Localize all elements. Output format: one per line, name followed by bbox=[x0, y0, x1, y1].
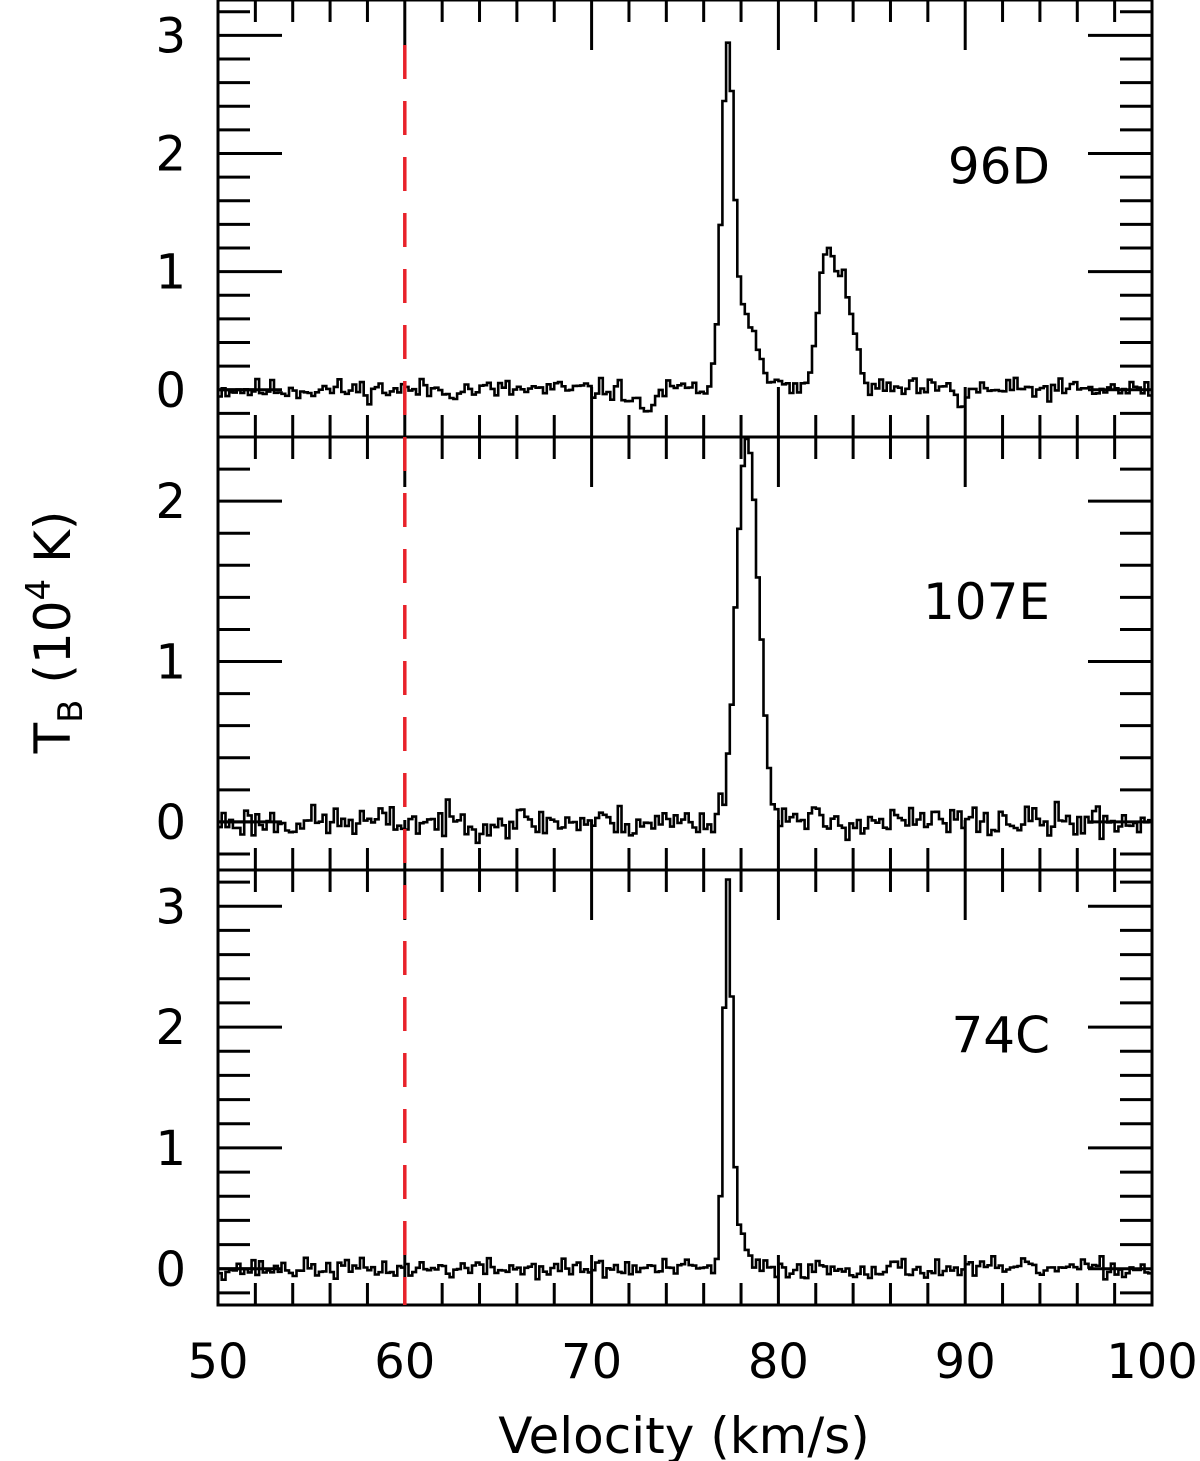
y-tick-label: 0 bbox=[155, 795, 186, 851]
x-tick-labels: 50 60 70 80 90 100 bbox=[187, 1334, 1197, 1390]
y-axis-label: TB (104 K) bbox=[19, 511, 91, 755]
y-axis-label-close: K) bbox=[24, 511, 82, 563]
y-tick-label: 0 bbox=[155, 363, 186, 419]
y-axis-label-main: T bbox=[24, 722, 82, 754]
panels-layer: 0 1 2 3 96D 0 1 2 107E 0 1 2 3 74C bbox=[155, 0, 1154, 1307]
x-tick-label: 90 bbox=[935, 1334, 996, 1390]
spectrum-line bbox=[218, 878, 1152, 1281]
y-axis-label-space bbox=[24, 684, 82, 700]
y-tick-label: 0 bbox=[155, 1242, 186, 1298]
panel-frame bbox=[216, 0, 1154, 439]
y-axis-label-open: (10 bbox=[24, 600, 82, 683]
y-axis-label-sub: B bbox=[51, 700, 91, 723]
panel-label: 74C bbox=[951, 1007, 1050, 1065]
y-axis-label-space2 bbox=[24, 563, 82, 579]
panel-label: 96D bbox=[948, 138, 1050, 196]
spectrum-line bbox=[218, 41, 1152, 413]
panel-107E: 0 1 2 107E bbox=[155, 435, 1154, 872]
x-tick-label: 50 bbox=[187, 1334, 248, 1390]
y-tick-label: 3 bbox=[155, 879, 186, 935]
y-tick-label: 3 bbox=[155, 8, 186, 64]
y-tick-label: 1 bbox=[155, 1121, 186, 1177]
y-tick-label: 1 bbox=[155, 635, 186, 691]
y-axis-label-exp: 4 bbox=[19, 579, 59, 601]
y-tick-label: 2 bbox=[155, 127, 186, 183]
y-tick-label: 2 bbox=[155, 474, 186, 530]
svg-text:TB (104 K): TB (104 K) bbox=[19, 511, 91, 755]
panel-frame bbox=[216, 868, 1154, 1307]
panel-96D: 0 1 2 3 96D bbox=[155, 0, 1154, 439]
x-tick-label: 70 bbox=[561, 1334, 622, 1390]
spectrum-line bbox=[218, 437, 1152, 845]
panel-label: 107E bbox=[923, 573, 1050, 631]
panel-frame bbox=[216, 435, 1154, 872]
panel-74C: 0 1 2 3 74C bbox=[155, 868, 1154, 1307]
y-tick-label: 2 bbox=[155, 1000, 186, 1056]
x-tick-label: 100 bbox=[1106, 1334, 1198, 1390]
x-axis-label: Velocity (km/s) bbox=[498, 1407, 870, 1461]
x-tick-label: 80 bbox=[748, 1334, 809, 1390]
y-tick-label: 1 bbox=[155, 245, 186, 301]
x-tick-label: 60 bbox=[374, 1334, 435, 1390]
